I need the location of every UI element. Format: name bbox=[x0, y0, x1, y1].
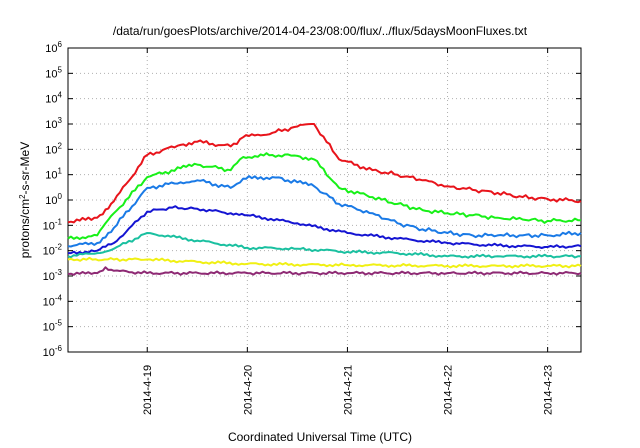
y-tick-label: 100 bbox=[45, 192, 62, 207]
x-axis-label: Coordinated Universal Time (UTC) bbox=[227, 430, 413, 444]
y-tick-exponent: 2 bbox=[58, 141, 63, 150]
series-line-3 bbox=[67, 175, 582, 248]
y-tick-exponent: 6 bbox=[58, 40, 63, 49]
y-tick-exponent: 3 bbox=[58, 116, 63, 125]
y-tick-exponent: 0 bbox=[58, 192, 63, 201]
series-line-7 bbox=[67, 266, 582, 276]
y-tick-label: 106 bbox=[45, 40, 62, 55]
series-line-5 bbox=[67, 232, 581, 259]
y-axis-label-sup: 2 bbox=[18, 194, 27, 199]
y-tick-base: 10 bbox=[43, 246, 55, 258]
y-tick-label: 102 bbox=[45, 141, 62, 156]
y-tick-label: 101 bbox=[45, 167, 62, 182]
y-tick-base: 10 bbox=[45, 94, 57, 106]
y-tick-exponent: -6 bbox=[55, 344, 63, 353]
y-tick-label: 10-4 bbox=[43, 293, 63, 308]
series-line-2 bbox=[67, 152, 581, 240]
y-axis-label: protons/cm2-s-sr-MeV bbox=[18, 142, 33, 258]
x-tick-label: 2014-4-19 bbox=[142, 365, 154, 415]
y-tick-label: 10-1 bbox=[43, 217, 63, 232]
y-tick-label: 10-3 bbox=[43, 268, 63, 283]
y-tick-exponent: 1 bbox=[58, 167, 63, 176]
y-axis-label-prefix: protons/cm bbox=[18, 199, 32, 258]
x-tick-label: 2014-4-20 bbox=[242, 365, 254, 415]
y-tick-base: 10 bbox=[45, 43, 57, 55]
y-tick-base: 10 bbox=[45, 170, 57, 182]
y-tick-exponent: -3 bbox=[55, 268, 63, 277]
series-line-1 bbox=[67, 123, 582, 224]
y-tick-label: 10-5 bbox=[43, 319, 63, 334]
x-tick-label: 2014-4-22 bbox=[443, 365, 455, 415]
y-tick-base: 10 bbox=[43, 347, 55, 359]
y-tick-label: 10-2 bbox=[43, 243, 63, 258]
y-tick-exponent: -2 bbox=[55, 243, 63, 252]
x-tick-label: 2014-4-21 bbox=[342, 365, 354, 415]
y-tick-base: 10 bbox=[45, 68, 57, 80]
y-tick-label: 105 bbox=[45, 65, 62, 80]
y-axis-label-suffix: -s-sr-MeV bbox=[18, 142, 32, 195]
series-lines bbox=[67, 123, 582, 276]
y-tick-base: 10 bbox=[43, 271, 55, 283]
y-tick-base: 10 bbox=[43, 296, 55, 308]
y-tick-exponent: -1 bbox=[55, 217, 63, 226]
y-tick-label: 10-6 bbox=[43, 344, 63, 359]
y-tick-exponent: 4 bbox=[58, 91, 63, 100]
y-tick-label: 103 bbox=[45, 116, 62, 131]
y-tick-exponent: 5 bbox=[58, 65, 63, 74]
y-tick-exponent: -4 bbox=[55, 293, 63, 302]
x-axis-ticks: 2014-4-19 2014-4-20 2014-4-21 2014-4-22 2014… bbox=[142, 48, 555, 415]
y-tick-base: 10 bbox=[45, 144, 57, 156]
series-line-6 bbox=[67, 256, 582, 269]
y-axis-ticks: 10-610-510-410-310-210-11001011021031041… bbox=[43, 40, 581, 359]
chart-title: /data/run/goesPlots/archive/2014-04-23/0… bbox=[112, 24, 528, 38]
series-line-4 bbox=[68, 205, 582, 255]
grid-lines bbox=[68, 48, 581, 352]
x-tick-label: 2014-4-23 bbox=[543, 365, 555, 415]
y-tick-base: 10 bbox=[43, 322, 55, 334]
y-tick-base: 10 bbox=[43, 220, 55, 232]
y-tick-label: 104 bbox=[45, 91, 62, 106]
y-tick-exponent: -5 bbox=[55, 319, 63, 328]
y-tick-base: 10 bbox=[45, 119, 57, 131]
y-tick-base: 10 bbox=[45, 195, 57, 207]
